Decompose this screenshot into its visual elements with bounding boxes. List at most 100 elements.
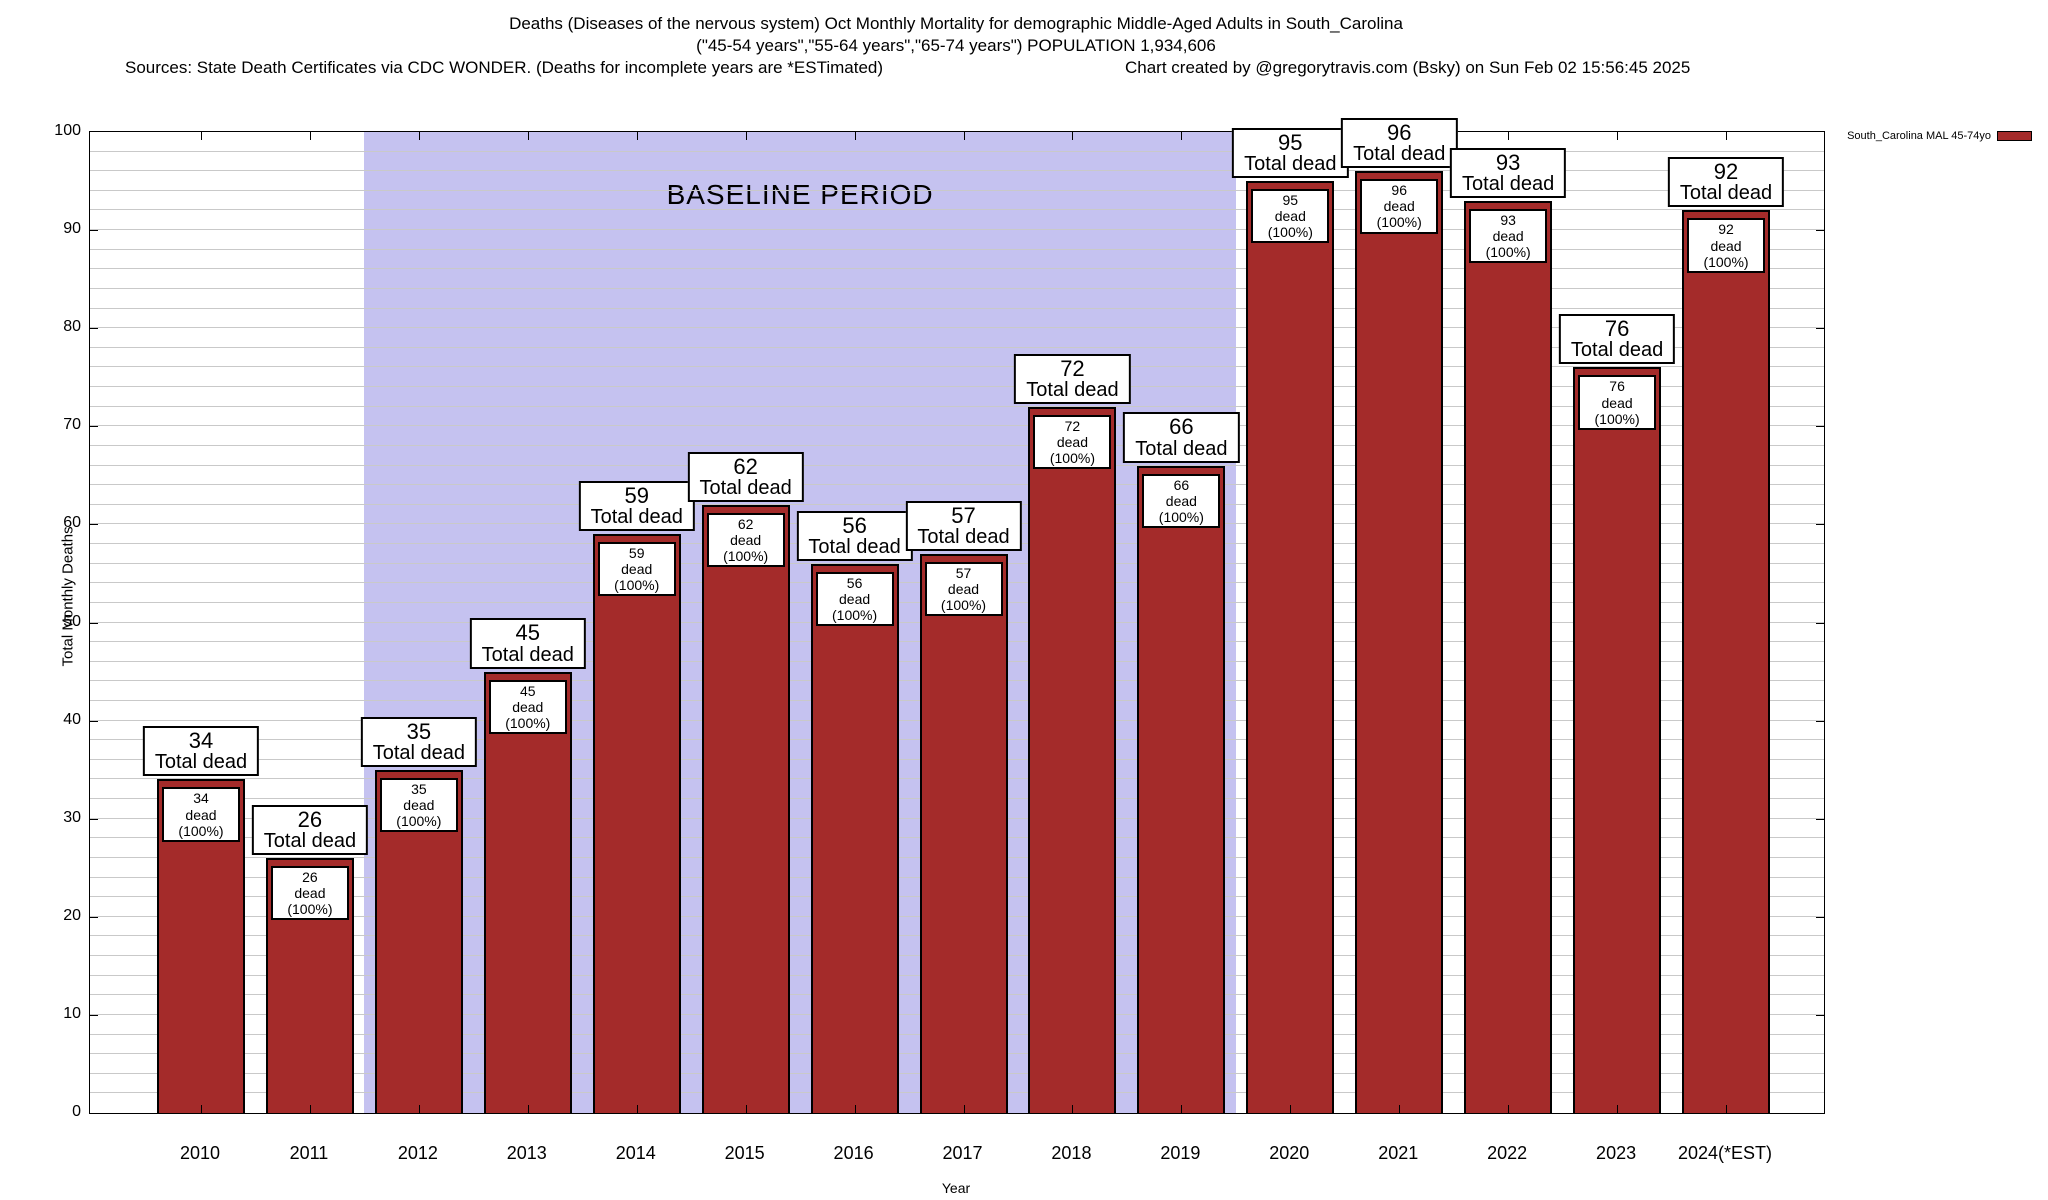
plot-area: BASELINE PERIOD 34 dead (100%) 34 Total dead… xyxy=(89,118,1825,1114)
y-tick-label: 40 xyxy=(63,710,81,728)
x-tick-top xyxy=(418,132,420,140)
x-tick-bottom xyxy=(636,1105,638,1113)
y-tick-label: 60 xyxy=(63,514,81,532)
bar-inner-label-2013: 45 dead (100%) xyxy=(488,679,567,734)
y-tick xyxy=(90,524,98,526)
x-tick-top xyxy=(636,132,638,140)
x-tick-bottom xyxy=(1399,1105,1401,1113)
y-tick xyxy=(90,818,98,820)
x-tick-bottom xyxy=(418,1105,420,1113)
y-tick-label: 70 xyxy=(63,416,81,434)
x-tick-label-2013: 2013 xyxy=(506,1143,547,1163)
bar-inner-label-2020: 95 dead (100%) xyxy=(1251,189,1330,244)
bar-top-label-2018: 72 Total dead xyxy=(1014,353,1131,404)
x-tick-bottom xyxy=(1617,1105,1619,1113)
bar-2020 xyxy=(1246,181,1335,1113)
bar-inner-label-2024(*EST): 92 dead (100%) xyxy=(1687,218,1766,273)
x-tick-top xyxy=(201,132,202,140)
x-tick-top xyxy=(745,132,747,140)
x-tick-label-2012: 2012 xyxy=(397,1143,438,1163)
bar-2024(*EST) xyxy=(1682,210,1771,1113)
y-tick xyxy=(90,426,98,428)
bar-top-label-2014: 59 Total dead xyxy=(578,481,695,532)
bar-top-label-2010: 34 Total dead xyxy=(142,726,260,777)
gridline-y-72 xyxy=(90,405,1824,407)
bar-2023 xyxy=(1573,367,1662,1113)
gridline-y-94 xyxy=(90,189,1824,191)
bar-top-label-2015: 62 Total dead xyxy=(687,451,804,502)
y-tick xyxy=(90,622,98,624)
bar-2017 xyxy=(919,553,1008,1113)
x-axis-title: Year xyxy=(941,1180,971,1196)
bar-inner-label-2015: 62 dead (100%) xyxy=(706,512,785,568)
legend-label: South_Carolina MAL 45-74yo xyxy=(1847,130,1991,142)
bar-top-label-2024(*EST): 92 Total dead xyxy=(1667,157,1785,208)
bar-inner-label-2011: 26 dead (100%) xyxy=(270,865,349,921)
y-tick-label: 20 xyxy=(63,906,81,924)
y-tick-label: 30 xyxy=(63,808,81,826)
bar-2019 xyxy=(1137,465,1226,1113)
gridline-y-66 xyxy=(90,464,1824,466)
x-tick-top xyxy=(1617,132,1619,140)
gridline-y-88 xyxy=(90,248,1824,250)
x-tick-bottom xyxy=(963,1105,965,1113)
x-tick-bottom xyxy=(1508,1105,1510,1113)
y-tick-label: 10 xyxy=(63,1004,81,1022)
gridline-y-68 xyxy=(90,444,1824,446)
gridline-y-98 xyxy=(90,150,1824,152)
gridline-y-74 xyxy=(90,386,1824,388)
bar-inner-label-2010: 34 dead (100%) xyxy=(162,787,240,842)
x-tick-top xyxy=(309,132,311,140)
bar-inner-label-2022: 93 dead (100%) xyxy=(1469,208,1548,263)
x-tick-label-2017: 2017 xyxy=(942,1143,983,1163)
bar-2022 xyxy=(1464,200,1553,1113)
y-tick xyxy=(1816,230,1824,232)
gridline-y-82 xyxy=(90,307,1824,309)
x-tick-label-2011: 2011 xyxy=(289,1143,329,1163)
chart-subtitle: ("45-54 years","55-64 years","65-74 year… xyxy=(696,36,1216,55)
x-tick-top xyxy=(1072,132,1074,140)
gridline-y-96 xyxy=(90,170,1824,172)
x-tick-bottom xyxy=(745,1105,747,1113)
gridline-y-70 xyxy=(90,425,1824,427)
y-tick xyxy=(1816,720,1824,722)
x-tick-bottom xyxy=(309,1105,311,1113)
x-tick-label-2016: 2016 xyxy=(833,1143,874,1163)
bar-top-label-2020: 95 Total dead xyxy=(1232,127,1349,179)
x-tick-bottom xyxy=(527,1105,529,1113)
y-tick-label: 80 xyxy=(63,318,81,336)
x-tick-bottom xyxy=(854,1105,856,1113)
x-tick-bottom xyxy=(1181,1105,1183,1113)
y-tick xyxy=(1816,328,1824,330)
bar-inner-label-2021: 96 dead (100%) xyxy=(1360,179,1439,234)
baseline-period-label: BASELINE PERIOD xyxy=(666,179,934,210)
bar-2013 xyxy=(483,671,572,1113)
bar-top-label-2022: 93 Total dead xyxy=(1450,147,1567,198)
x-tick-label-2019: 2019 xyxy=(1160,1143,1201,1163)
bar-2018 xyxy=(1028,406,1117,1113)
x-tick-label-2022: 2022 xyxy=(1487,1143,1528,1163)
y-tick xyxy=(1816,916,1824,918)
legend: South_Carolina MAL 45-74yo xyxy=(1847,130,2032,142)
gridline-y-90 xyxy=(90,229,1824,231)
x-tick-top xyxy=(1726,132,1728,140)
bar-2014 xyxy=(592,534,681,1113)
gridline-y-76 xyxy=(90,366,1824,368)
y-tick xyxy=(1816,622,1824,624)
x-tick-label-2014: 2014 xyxy=(615,1143,656,1163)
bar-2016 xyxy=(810,563,899,1113)
gridline-y-80 xyxy=(90,327,1824,329)
y-tick-label: 0 xyxy=(72,1103,81,1120)
x-tick-label-2023: 2023 xyxy=(1596,1143,1637,1163)
bar-2021 xyxy=(1355,171,1444,1113)
y-tick xyxy=(1816,426,1824,428)
credit-note: Chart created by @gregorytravis.com (Bsk… xyxy=(1125,58,1691,77)
x-tick-top xyxy=(854,132,856,140)
y-tick xyxy=(90,1014,98,1016)
sources-note: Sources: State Death Certificates via CD… xyxy=(125,58,884,77)
bar-top-label-2013: 45 Total dead xyxy=(469,618,586,669)
y-tick xyxy=(90,328,98,330)
x-tick-top xyxy=(1508,132,1510,140)
x-tick-label-2010: 2010 xyxy=(179,1143,221,1163)
y-axis-title: Total Monthly Deaths xyxy=(59,526,77,667)
